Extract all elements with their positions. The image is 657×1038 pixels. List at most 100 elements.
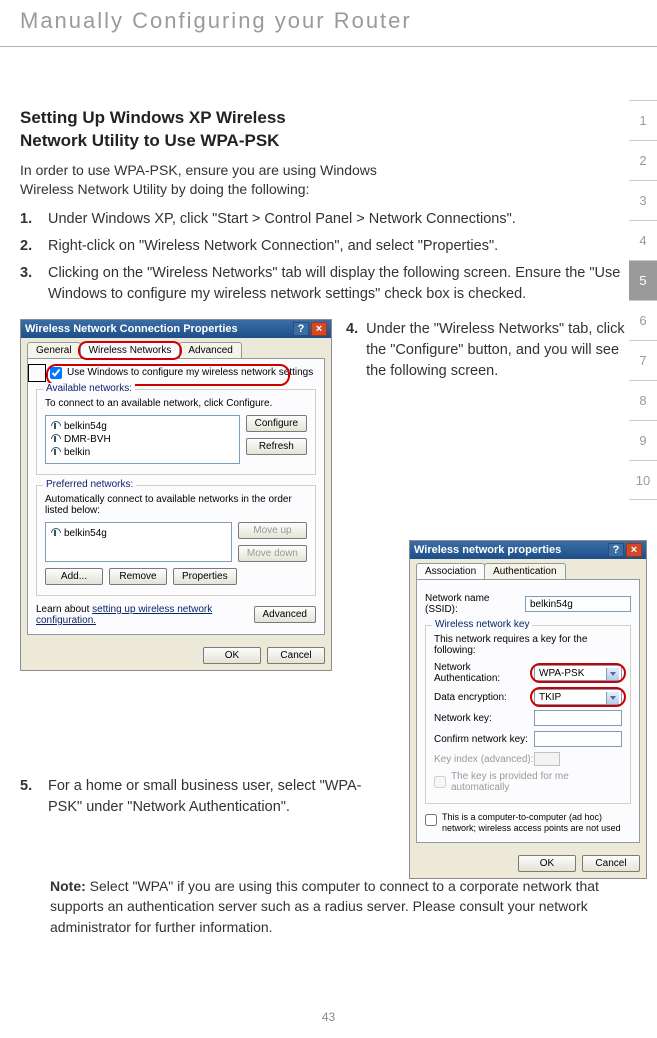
step-number: 5. xyxy=(20,776,38,818)
help-icon[interactable]: ? xyxy=(293,322,309,336)
preferred-networks-group: Preferred networks: Automatically connec… xyxy=(36,485,316,596)
step-5: 5. For a home or small business user, se… xyxy=(20,776,380,818)
auth-value: WPA-PSK xyxy=(539,668,584,679)
group-desc: To connect to an available network, clic… xyxy=(45,398,307,409)
move-up-button[interactable]: Move up xyxy=(238,522,307,539)
titlebar: Wireless network properties ? × xyxy=(410,541,646,559)
use-windows-label: Use Windows to configure my wireless net… xyxy=(67,367,313,378)
learn-about-text: Learn about setting up wireless network … xyxy=(36,604,254,626)
enc-label: Data encryption: xyxy=(434,692,534,703)
available-networks-list[interactable]: belkin54g DMR-BVH belkin xyxy=(45,415,240,464)
tab-general[interactable]: General xyxy=(27,342,81,358)
close-icon[interactable]: × xyxy=(311,322,327,336)
cancel-button[interactable]: Cancel xyxy=(582,855,640,872)
steps-list: 1. Under Windows XP, click "Start > Cont… xyxy=(20,209,627,305)
key-index-input xyxy=(534,752,560,766)
ssid-label: Network name (SSID): xyxy=(425,593,525,615)
list-item[interactable]: belkin54g xyxy=(50,420,235,433)
wireless-network-properties-dialog: Wireless network properties ? × Associat… xyxy=(409,540,647,879)
key-auto-checkbox xyxy=(434,776,446,788)
remove-button[interactable]: Remove xyxy=(109,568,167,585)
chapter-title: Manually Configuring your Router xyxy=(0,0,657,47)
tab-advanced[interactable]: Advanced xyxy=(179,342,241,358)
dialog-buttons: OK Cancel xyxy=(21,641,331,670)
group-desc: This network requires a key for the foll… xyxy=(434,634,622,656)
enc-value: TKIP xyxy=(539,692,561,703)
window-title: Wireless Network Connection Properties xyxy=(25,323,238,335)
step-text: Right-click on "Wireless Network Connect… xyxy=(48,236,498,257)
list-item[interactable]: DMR-BVH xyxy=(50,433,235,446)
intro-text: In order to use WPA-PSK, ensure you are … xyxy=(20,161,627,199)
step-text: Clicking on the "Wireless Networks" tab … xyxy=(48,263,627,305)
ssid-input[interactable]: belkin54g xyxy=(525,596,631,612)
list-item[interactable]: belkin xyxy=(50,446,235,459)
group-title: Available networks: xyxy=(43,383,135,394)
antenna-icon xyxy=(50,421,60,431)
adhoc-checkbox[interactable] xyxy=(425,814,437,826)
step-number: 1. xyxy=(20,209,48,230)
net-label: DMR-BVH xyxy=(64,434,111,445)
tab-association[interactable]: Association xyxy=(416,563,485,579)
net-label: belkin xyxy=(64,447,90,458)
dialog-buttons: OK Cancel xyxy=(410,849,646,878)
antenna-icon xyxy=(50,528,60,538)
network-authentication-dropdown[interactable]: WPA-PSK xyxy=(534,665,622,681)
list-item[interactable]: belkin54g xyxy=(50,527,227,540)
group-title: Wireless network key xyxy=(432,619,532,630)
properties-button[interactable]: Properties xyxy=(173,568,237,585)
use-windows-checkbox[interactable] xyxy=(50,367,62,379)
antenna-icon xyxy=(50,447,60,457)
learn-prefix: Learn about xyxy=(36,604,92,615)
advanced-button[interactable]: Advanced xyxy=(254,606,316,623)
step-number: 2. xyxy=(20,236,48,257)
section-title: Setting Up Windows XP Wireless Network U… xyxy=(20,107,627,153)
ok-button[interactable]: OK xyxy=(518,855,576,872)
help-icon[interactable]: ? xyxy=(608,543,624,557)
net-label: belkin54g xyxy=(64,528,107,539)
confirm-key-input[interactable] xyxy=(534,731,622,747)
keyindex-label: Key index (advanced): xyxy=(434,754,534,765)
step-text: For a home or small business user, selec… xyxy=(48,776,380,818)
callout-box-icon xyxy=(28,364,46,382)
key-label: Network key: xyxy=(434,713,534,724)
refresh-button[interactable]: Refresh xyxy=(246,438,307,455)
tab-authentication[interactable]: Authentication xyxy=(484,563,565,579)
auth-label: Network Authentication: xyxy=(434,662,534,684)
configure-button[interactable]: Configure xyxy=(246,415,307,432)
step-text: Under Windows XP, click "Start > Control… xyxy=(48,209,516,230)
available-networks-group: Available networks: To connect to an ava… xyxy=(36,389,316,475)
step-number: 4. xyxy=(346,319,358,382)
intro-line2: Wireless Network Utility by doing the fo… xyxy=(20,181,309,197)
add-button[interactable]: Add... xyxy=(45,568,103,585)
network-key-input[interactable] xyxy=(534,710,622,726)
window-title: Wireless network properties xyxy=(414,544,561,556)
net-label: belkin54g xyxy=(64,421,107,432)
antenna-icon xyxy=(50,434,60,444)
titlebar: Wireless Network Connection Properties ?… xyxy=(21,320,331,338)
wireless-connection-properties-dialog: Wireless Network Connection Properties ?… xyxy=(20,319,332,671)
confirm-key-label: Confirm network key: xyxy=(434,734,534,745)
title-line2: Network Utility to Use WPA-PSK xyxy=(20,131,279,150)
intro-line1: In order to use WPA-PSK, ensure you are … xyxy=(20,162,377,178)
group-desc: Automatically connect to available netwo… xyxy=(45,494,307,516)
data-encryption-dropdown[interactable]: TKIP xyxy=(534,689,622,705)
close-icon[interactable]: × xyxy=(626,543,642,557)
tab-strip: General Wireless Networks Advanced xyxy=(21,338,331,358)
ssid-value: belkin54g xyxy=(530,599,573,610)
tab-body: Use Windows to configure my wireless net… xyxy=(27,358,325,635)
step-text: Under the "Wireless Networks" tab, click… xyxy=(366,319,627,382)
page-number: 43 xyxy=(0,1010,657,1024)
chevron-down-icon xyxy=(610,696,616,700)
note-paragraph: Note: Select "WPA" if you are using this… xyxy=(50,876,610,937)
note-label: Note: xyxy=(50,878,86,894)
ok-button[interactable]: OK xyxy=(203,647,261,664)
group-title: Preferred networks: xyxy=(43,479,136,490)
tab-strip: Association Authentication xyxy=(410,559,646,579)
chevron-down-icon xyxy=(610,672,616,676)
cancel-button[interactable]: Cancel xyxy=(267,647,325,664)
adhoc-label: This is a computer-to-computer (ad hoc) … xyxy=(442,812,631,834)
preferred-networks-list[interactable]: belkin54g xyxy=(45,522,232,562)
wireless-key-group: Wireless network key This network requir… xyxy=(425,625,631,804)
move-down-button[interactable]: Move down xyxy=(238,545,307,562)
tab-wireless-networks[interactable]: Wireless Networks xyxy=(80,342,181,358)
